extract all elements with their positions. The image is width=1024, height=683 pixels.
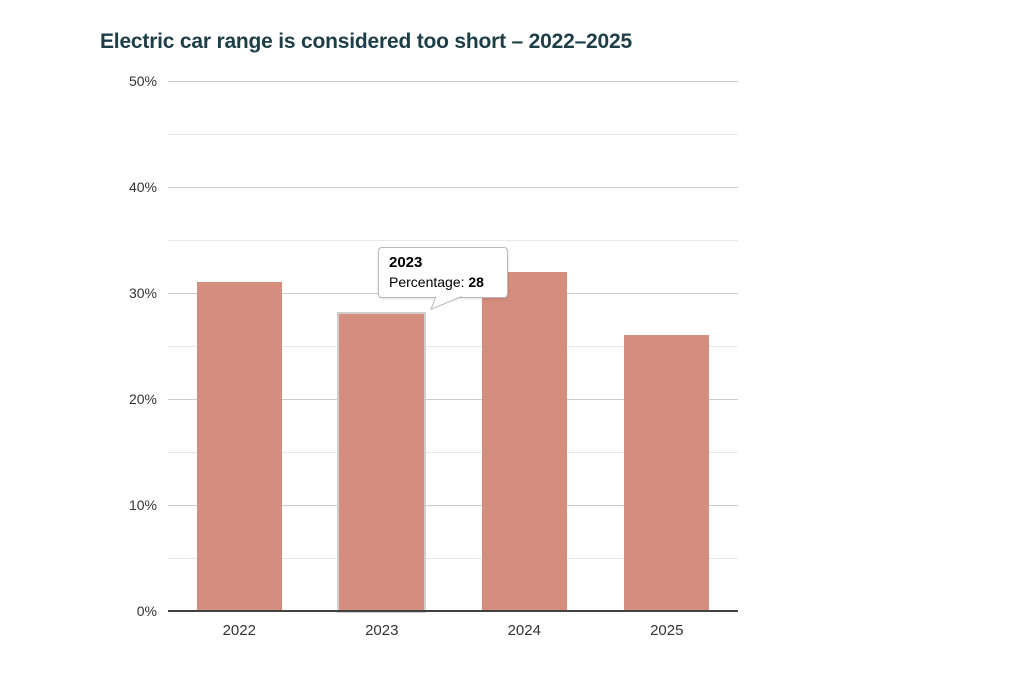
gridline-major: [168, 505, 738, 506]
bar-2022[interactable]: [196, 282, 282, 611]
y-axis-tick-label: 30%: [128, 285, 157, 301]
tooltip-label: Percentage:: [389, 274, 469, 290]
y-axis-tick-label: 50%: [128, 73, 157, 89]
bar-2025[interactable]: [624, 335, 710, 611]
gridline-minor: [168, 134, 738, 135]
gridline-minor: [168, 240, 738, 241]
tooltip-value: 28: [468, 274, 484, 290]
gridline-minor: [168, 452, 738, 453]
tooltip-pointer-icon: [430, 295, 463, 311]
x-axis-tick-label: 2023: [365, 622, 399, 639]
gridline-major: [168, 81, 738, 82]
tooltip-title: 2023: [389, 254, 423, 271]
y-axis-tick-label: 10%: [128, 497, 157, 513]
plot-area: 0% 10% 20% 30% 40% 50% 2022 2023 2024 2025: [129, 73, 738, 639]
tooltip-row: Percentage: 28: [389, 274, 497, 290]
x-axis-tick-label: 2024: [507, 622, 541, 639]
gridline-major: [168, 187, 738, 188]
gridline-minor: [168, 558, 738, 559]
bar-2023[interactable]: [339, 314, 425, 611]
x-axis-tick-label: 2022: [222, 622, 256, 639]
gridline-minor: [168, 346, 738, 347]
y-axis-tick-label: 20%: [128, 391, 157, 407]
chart-tooltip: 2023 Percentage: 28: [378, 247, 508, 311]
gridline-major: [168, 399, 738, 400]
y-axis-tick-label: 0%: [136, 603, 157, 619]
y-axis-tick-label: 40%: [128, 179, 157, 195]
x-axis-tick-label: 2025: [650, 622, 684, 639]
chart-title: Electric car range is considered too sho…: [100, 30, 632, 53]
x-axis-line: [168, 610, 738, 612]
bar-2024[interactable]: [481, 272, 567, 611]
